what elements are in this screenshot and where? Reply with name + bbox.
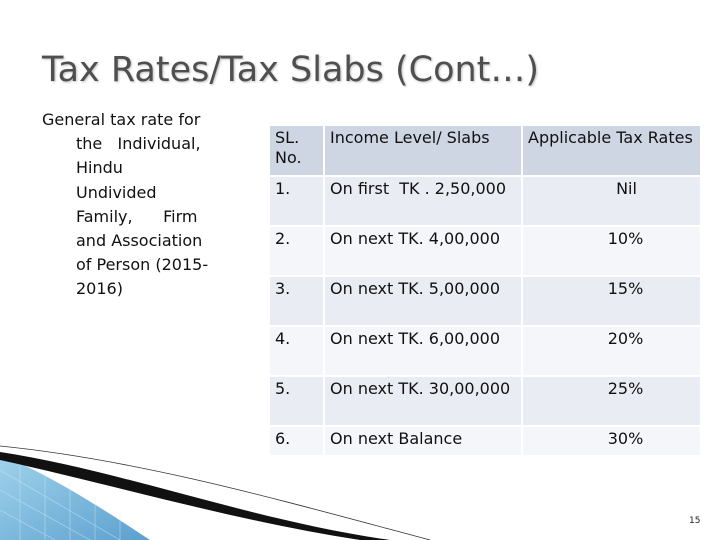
sl-cell: 2. (270, 225, 325, 276)
rate-cell: 10% (522, 225, 700, 276)
black-swoosh-thin-line (0, 445, 431, 540)
rate-cell: Nil (522, 175, 700, 226)
rate-value: 30% (607, 429, 644, 448)
income-cell: On next TK. 6,00,000 (324, 325, 523, 376)
page-number: 15 (689, 516, 701, 526)
sl-cell: 5. (270, 375, 325, 426)
income-cell: On next TK. 30,00,000 (324, 375, 523, 426)
rate-value: 10% (607, 229, 644, 248)
black-swoosh-line (0, 452, 390, 540)
description-line: General tax rate for (42, 110, 201, 129)
tax-slab-table: SL. No. Income Level/ Slabs Applicable T… (270, 126, 700, 455)
income-cell: On next TK. 5,00,000 (324, 275, 523, 326)
description-line: 2016) (76, 279, 123, 299)
table-row: 5. On next TK. 30,00,000 25% (270, 375, 700, 426)
header-sl-no: SL. No. (270, 126, 325, 176)
table-row: 4. On next TK. 6,00,000 20% (270, 325, 700, 376)
slide-title: Tax Rates/Tax Slabs (Cont…) (42, 50, 540, 90)
table-row: 6. On next Balance 30% (270, 425, 700, 455)
income-cell: On next Balance (324, 425, 523, 455)
rate-value: 20% (607, 329, 644, 348)
description-line: Family, Firm (76, 206, 198, 226)
description-line: Hindu (76, 158, 123, 178)
table-row: 2. On next TK. 4,00,000 10% (270, 225, 700, 276)
tax-rate-description: General tax rate for the Individual, Hin… (42, 108, 238, 302)
sl-cell: 1. (270, 175, 325, 226)
rate-cell: 30% (522, 425, 700, 455)
sl-cell: 6. (270, 425, 325, 455)
blue-swoosh-shape (0, 455, 150, 540)
header-income-level: Income Level/ Slabs (324, 126, 523, 176)
rate-value: 25% (607, 379, 644, 398)
description-line: and Association (76, 231, 203, 251)
header-tax-rate: Applicable Tax Rates (528, 128, 693, 147)
table-row: 3. On next TK. 5,00,000 15% (270, 275, 700, 326)
rate-cell: 25% (522, 375, 700, 426)
sl-cell: 4. (270, 325, 325, 376)
sl-cell: 3. (270, 275, 325, 326)
rate-cell: 15% (522, 275, 700, 326)
table-header-row: SL. No. Income Level/ Slabs Applicable T… (270, 126, 700, 176)
rate-cell: 20% (522, 325, 700, 376)
rate-value: 15% (607, 279, 644, 298)
description-line: Undivided (76, 182, 157, 202)
income-cell: On next TK. 4,00,000 (324, 225, 523, 276)
table-row: 1. On first TK . 2,50,000 Nil (270, 175, 700, 226)
income-cell: On first TK . 2,50,000 (324, 175, 523, 226)
rate-value: Nil (616, 179, 637, 198)
blue-swoosh-grid (0, 462, 121, 540)
description-line: the Individual, (76, 134, 201, 154)
description-line: of Person (2015- (76, 255, 209, 275)
